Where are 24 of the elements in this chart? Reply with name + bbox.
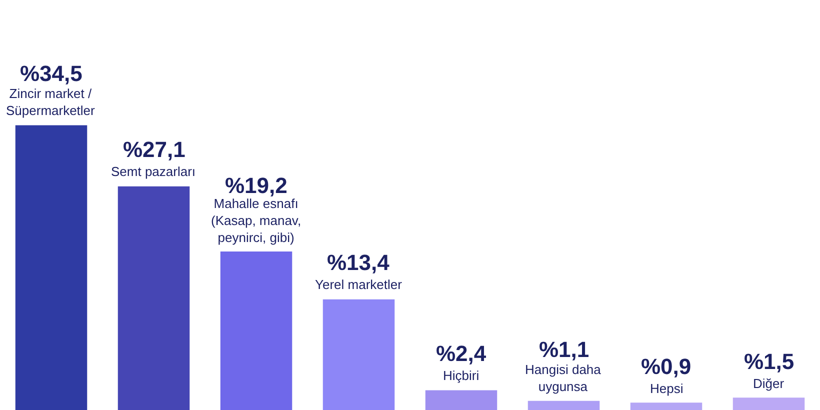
x-tick-label: Yerel marketler (315, 277, 403, 292)
x-tick-label: Semt pazarları (111, 164, 196, 179)
data-label: %2,4 (436, 341, 487, 366)
x-tick-label: Zincir market / Süpermarketler (6, 86, 96, 118)
data-label: %13,4 (327, 250, 390, 275)
bar (118, 186, 190, 410)
x-tick-label: Hangisi daha uygunsa (525, 362, 602, 394)
x-tick-label: Hiçbiri (443, 368, 480, 383)
x-tick-label: Diğer (753, 376, 785, 391)
bar (220, 252, 292, 410)
data-label: %1,5 (744, 349, 794, 374)
bar (425, 390, 498, 410)
bar (732, 398, 805, 410)
x-tick-label: Hepsi (650, 381, 684, 396)
bar (15, 125, 88, 410)
bar (630, 402, 702, 410)
data-label: %34,5 (20, 61, 82, 86)
x-tick-label: Mahalle esnafı (Kasap, manav, peynirci, gibi) (211, 196, 302, 245)
data-label: %19,2 (225, 173, 288, 198)
data-label: %0,9 (641, 354, 692, 379)
data-label: %27,1 (123, 137, 186, 162)
bar (322, 299, 395, 410)
data-label: %1,1 (539, 337, 590, 362)
bar (528, 400, 600, 410)
